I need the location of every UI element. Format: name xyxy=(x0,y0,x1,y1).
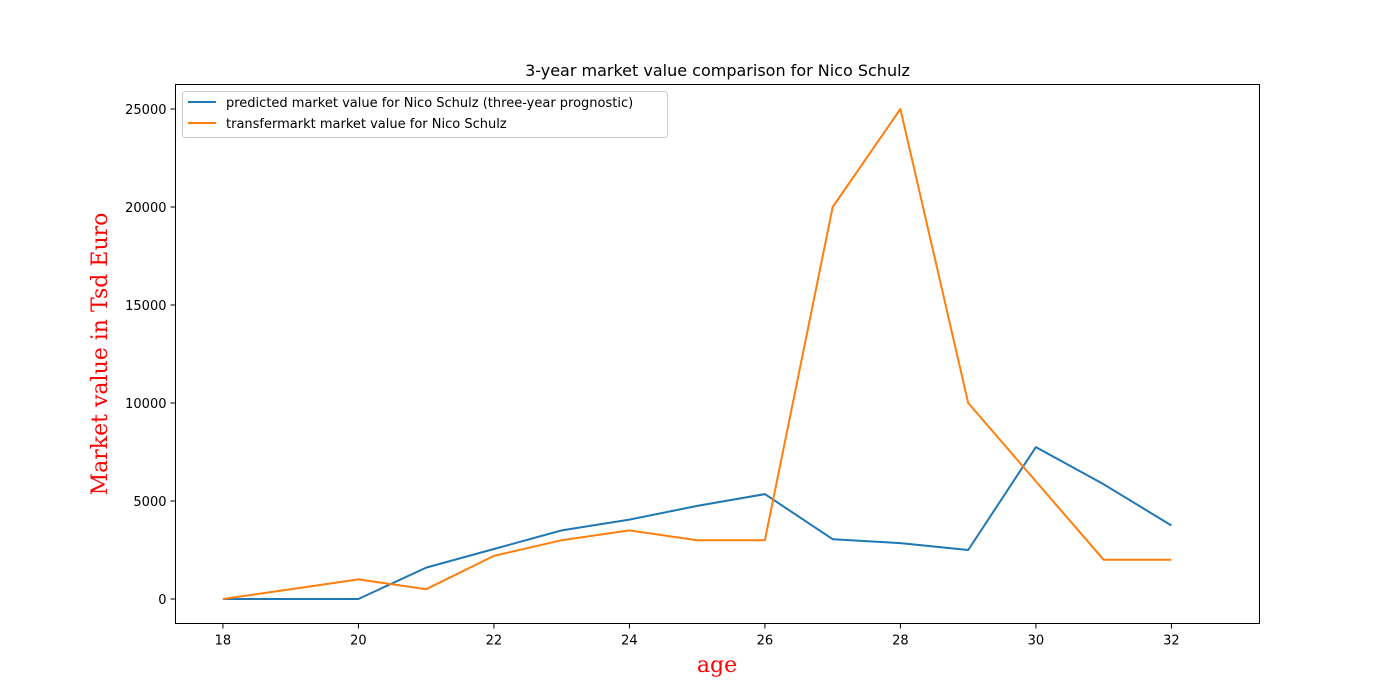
y-axis-ticks: 0 5000 10000 15000 20000 25000 xyxy=(125,103,176,608)
y-tick-label: 5000 xyxy=(133,495,166,510)
transfermarkt-data-point xyxy=(290,588,292,590)
predicted-data-point xyxy=(561,529,563,531)
legend: predicted market value for Nico Schulz (… xyxy=(182,91,668,138)
x-tick-label: 30 xyxy=(1028,634,1045,649)
transfermarkt-data-point xyxy=(425,588,427,590)
x-tick-label: 26 xyxy=(757,634,774,649)
y-tick-label: 10000 xyxy=(125,397,166,412)
legend-entry-transfermarkt: transfermarkt market value for Nico Schu… xyxy=(226,117,507,132)
legend-entry-predicted: predicted market value for Nico Schulz (… xyxy=(226,96,633,111)
legend-box xyxy=(182,91,668,138)
predicted-data-point xyxy=(1103,483,1105,485)
predicted-data-point xyxy=(493,548,495,550)
transfermarkt-data-point xyxy=(1035,480,1037,482)
y-tick-label: 25000 xyxy=(125,103,166,118)
plot-area-frame xyxy=(175,84,1260,624)
x-tick-label: 18 xyxy=(215,634,232,649)
predicted-data-point xyxy=(1035,446,1037,448)
series-line-transfermarkt xyxy=(222,108,1172,600)
transfermarkt-data-point xyxy=(222,598,224,600)
predicted-data-point xyxy=(357,598,359,600)
predicted-data-point xyxy=(425,567,427,569)
x-axis-label: age xyxy=(697,653,737,678)
transfermarkt-data-point xyxy=(832,206,834,208)
y-tick-label: 20000 xyxy=(125,201,166,216)
series-line-predicted xyxy=(222,446,1172,600)
transfermarkt-data-point xyxy=(357,578,359,580)
x-tick-label: 22 xyxy=(486,634,503,649)
chart-title: 3-year market value comparison for Nico … xyxy=(525,61,910,80)
transfermarkt-data-point xyxy=(764,539,766,541)
transfermarkt-data-point xyxy=(1103,559,1105,561)
predicted-data-point xyxy=(1170,525,1172,527)
transfermarkt-data-point xyxy=(899,108,901,110)
transfermarkt-data-point xyxy=(628,529,630,531)
predicted-data-point xyxy=(290,598,292,600)
y-tick-label: 0 xyxy=(158,593,166,608)
transfermarkt-data-point xyxy=(696,539,698,541)
x-tick-label: 32 xyxy=(1163,634,1180,649)
predicted-data-point xyxy=(628,519,630,521)
x-axis-ticks: 18 20 22 24 26 28 30 32 xyxy=(215,623,1180,649)
y-axis-label: Market value in Tsd Euro xyxy=(88,213,113,496)
x-tick-label: 20 xyxy=(350,634,367,649)
x-tick-label: 28 xyxy=(892,634,909,649)
transfermarkt-data-point xyxy=(967,402,969,404)
predicted-data-point xyxy=(696,505,698,507)
predicted-data-point xyxy=(764,493,766,495)
transfermarkt-data-point xyxy=(493,555,495,557)
predicted-data-point xyxy=(832,538,834,540)
x-tick-label: 24 xyxy=(621,634,638,649)
series-layer xyxy=(222,108,1172,600)
predicted-data-point xyxy=(899,542,901,544)
transfermarkt-data-point xyxy=(561,539,563,541)
predicted-data-point xyxy=(967,549,969,551)
y-tick-label: 15000 xyxy=(125,299,166,314)
transfermarkt-data-point xyxy=(1170,559,1172,561)
